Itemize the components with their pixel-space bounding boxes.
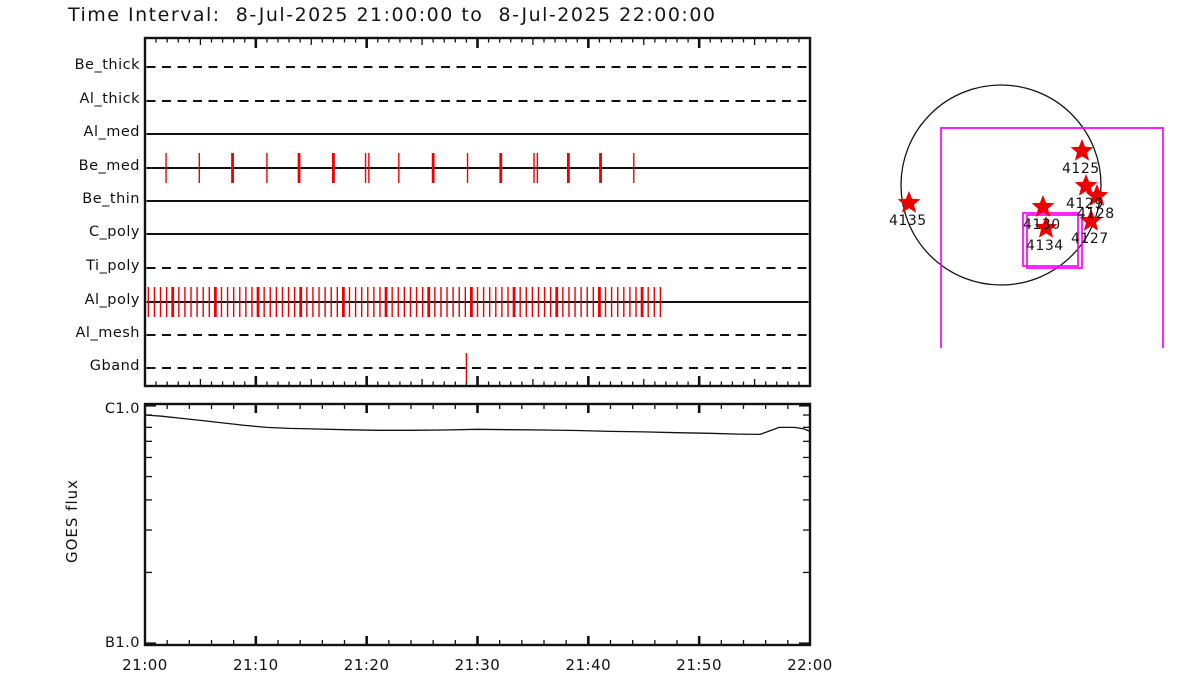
page-title: Time Interval: 8-Jul-2025 21:00:00 to 8-…	[68, 4, 717, 26]
active-region-label-4134: 4134	[1026, 238, 1064, 254]
active-region-star-4128	[1085, 184, 1109, 206]
goes-ytick-b1: B1.0	[104, 635, 140, 651]
row-label-c-poly: C_poly	[88, 224, 140, 240]
active-region-label-4135: 4135	[889, 213, 927, 229]
row-label-be-thick: Be_thick	[74, 57, 140, 73]
goes-y-axis-title: GOES flux	[63, 478, 81, 564]
xtick-2130: 21:30	[454, 656, 501, 674]
row-label-al-mesh: Al_mesh	[75, 325, 140, 341]
active-region-label-4127: 4127	[1071, 231, 1109, 247]
xtick-2200: 22:00	[787, 656, 833, 674]
active-region-label-4125: 4125	[1062, 161, 1100, 177]
row-label-be-thin: Be_thin	[82, 191, 140, 207]
active-region-star-4125	[1070, 139, 1094, 161]
active-region-star-4129	[1074, 174, 1098, 196]
row-label-al-thick: Al_thick	[79, 91, 140, 107]
xtick-2150: 21:50	[676, 656, 723, 674]
active-region-star-4127	[1079, 209, 1103, 231]
row-label-ti-poly: Ti_poly	[86, 258, 140, 274]
xtick-2140: 21:40	[565, 656, 612, 674]
active-region-label-4130: 4130	[1023, 217, 1061, 233]
active-region-label-4128: 4128	[1077, 206, 1115, 222]
row-label-be-med: Be_med	[78, 158, 140, 174]
row-label-gband: Gband	[89, 358, 140, 374]
row-label-al-poly: Al_poly	[84, 292, 140, 308]
goes-ytick-c1: C1.0	[104, 401, 140, 417]
row-label-al-med: Al_med	[83, 124, 140, 140]
xtick-2110: 21:10	[232, 656, 279, 674]
active-region-star-4130	[1031, 195, 1055, 217]
active-region-star-4134	[1034, 216, 1058, 238]
active-region-star-4135	[897, 191, 921, 213]
xtick-2120: 21:20	[343, 656, 390, 674]
xtick-2100: 21:00	[122, 656, 168, 674]
active-region-label-4129: 4129	[1066, 196, 1104, 212]
